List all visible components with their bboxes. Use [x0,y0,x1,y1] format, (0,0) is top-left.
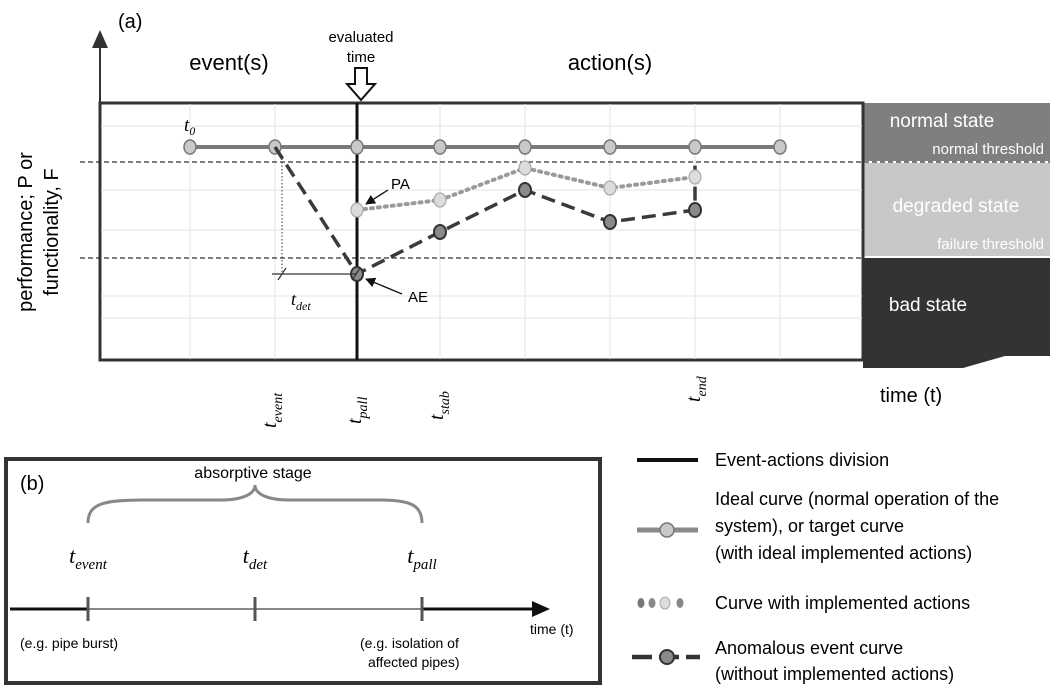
normal-state-label: normal state [890,111,995,132]
actions-region-label: action(s) [568,50,652,75]
t-det-tick-left [277,267,287,281]
t-end-label: tend [683,375,710,402]
t-event-label: tevent [259,392,286,428]
t0-label: t₀ [184,115,196,136]
t-stab-label: tstab [426,391,453,420]
t-det-tick-right [351,267,361,281]
plot-frame [98,101,865,362]
legend-anomalous-line1: Anomalous event curve [715,638,903,658]
legend: Event-actions division Ideal curve (norm… [632,450,999,684]
legend-anomalous-line2: (without implemented actions) [715,664,954,684]
panel-b-t-det-label: tdet [243,543,268,573]
example-isolation-line2: affected pipes) [368,654,460,670]
evaluated-time-label-line1: evaluated [328,29,393,46]
implemented-curve-points [350,160,702,218]
bad-state-label: bad state [889,295,967,316]
panel-b-axis-label: time (t) [530,621,574,637]
y-axis-label-line2: functionality, F [41,168,63,295]
panel-b-frame [4,457,602,685]
legend-anomalous-marker [659,649,675,665]
evaluated-time-arrow-icon [344,67,378,102]
y-axis-label: performance; P or functionality, F [15,152,63,312]
evaluated-time-label-line2: time [347,49,375,66]
pa-arrow [365,189,389,205]
ae-annotation: AE [408,289,428,306]
legend-ideal-line3: (with ideal implemented actions) [715,543,972,563]
example-pipe-burst: (e.g. pipe burst) [20,635,118,651]
y-axis-label-line1: performance; P or [15,152,37,312]
absorptive-stage-label: absorptive stage [194,465,312,482]
timeline-arrowhead [532,601,550,617]
degraded-state-label: degraded state [893,196,1020,217]
events-region-label: event(s) [189,50,268,75]
normal-state-band [863,103,1050,161]
ae-arrow [365,277,403,295]
legend-ideal-marker [659,522,675,538]
legend-implemented-swatch [637,596,684,610]
example-isolation-line1: (e.g. isolation of [360,635,459,651]
absorptive-stage-brace [86,484,424,524]
degraded-state-band [863,163,1050,256]
panel-b-t-pall-label: tpall [407,543,436,573]
t-pall-label: tpall [344,397,371,424]
legend-ideal-line2: system), or target curve [715,516,904,536]
panel-b-t-event-label: tevent [69,543,108,573]
normal-threshold-label: normal threshold [932,141,1044,158]
failure-threshold-label: failure threshold [937,236,1044,253]
bad-state-band [863,258,1050,368]
panel-a-label: (a) [118,11,142,33]
t-det-label: tdet [291,289,311,313]
pa-annotation: PA [391,176,410,193]
legend-implemented-label: Curve with implemented actions [715,593,970,613]
x-axis-label: time (t) [880,385,942,407]
y-axis-arrowhead [92,30,108,48]
panel-b-label: (b) [20,473,44,495]
legend-ideal-line1: Ideal curve (normal operation of the [715,489,999,509]
legend-division-label: Event-actions division [715,450,889,470]
